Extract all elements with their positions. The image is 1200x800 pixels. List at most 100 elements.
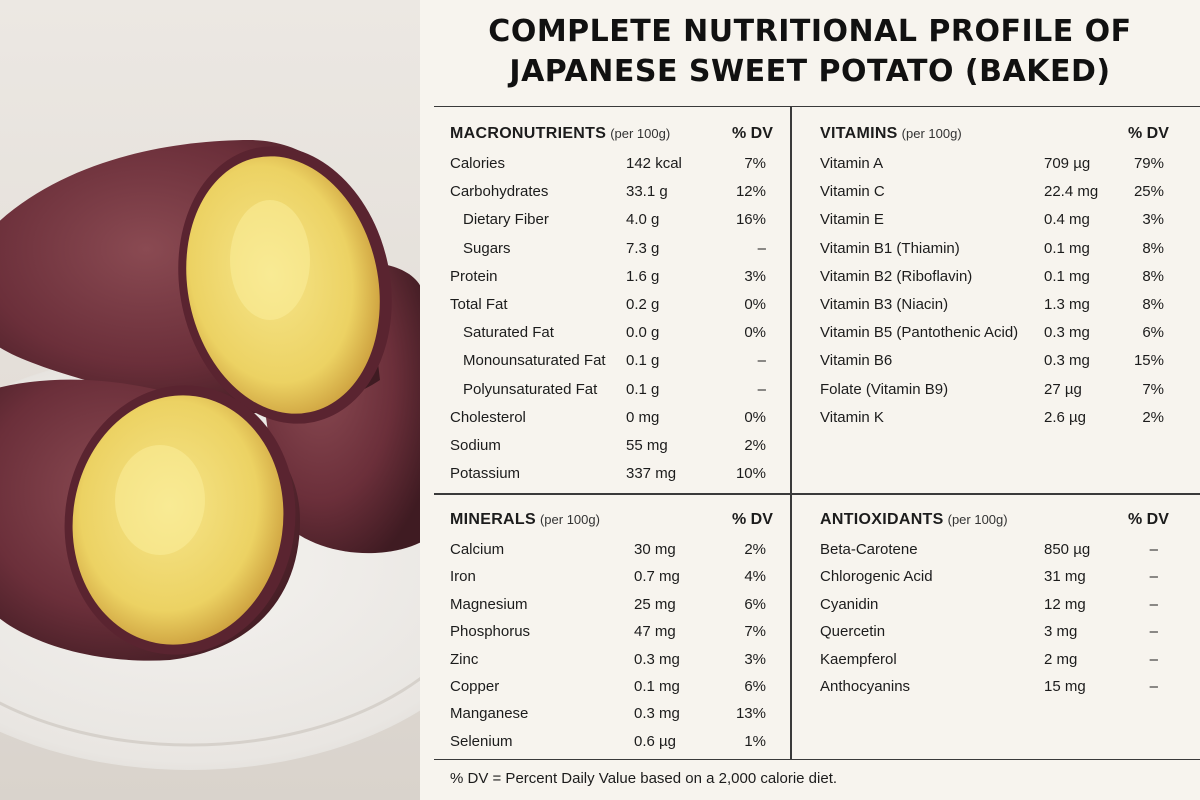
section-header: MACRONUTRIENTS (per 100g) % DV [450, 121, 780, 145]
antioxidants-rows: Beta-Carotene 850 µg – Chlorogenic Acid 31 m… [820, 541, 1190, 705]
nutrient-name: Magnesium [450, 595, 528, 613]
nutrient-amount: 0 mg [626, 408, 660, 426]
table-row: Copper 0.1 mg 6% [450, 678, 780, 705]
nutrient-dv: – [1149, 677, 1158, 695]
nutrient-dv: – [757, 380, 766, 398]
section-unit: (per 100g) [539, 512, 600, 527]
nutrient-dv: 16% [735, 211, 766, 229]
nutrient-name: Carbohydrates [450, 183, 549, 201]
nutrient-amount: 142 kcal [626, 155, 682, 172]
table-row: Vitamin C 22.4 mg 25% [820, 183, 1190, 211]
nutrient-name: Dietary Fiber [463, 211, 549, 229]
section-unit: (per 100g) [947, 512, 1008, 527]
nutrient-amount: 7.3 g [626, 239, 660, 257]
nutrient-amount: 0.2 g [626, 295, 660, 313]
baked-sweet-potato-image [0, 0, 420, 800]
nutrient-name: Protein [450, 267, 498, 285]
nutrient-dv: 8% [1142, 239, 1164, 257]
table-row: Iron 0.7 mg 4% [450, 568, 780, 595]
nutrient-name: Saturated Fat [463, 324, 554, 342]
nutrient-dv: 1% [744, 732, 766, 750]
nutrient-dv: – [1149, 650, 1158, 668]
table-row: Calcium 30 mg 2% [450, 541, 780, 568]
table-row: Vitamin A 709 µg 79% [820, 155, 1190, 183]
nutrient-name: Chlorogenic Acid [820, 568, 933, 586]
table-row: Vitamin B5 (Pantothenic Acid) 0.3 mg 6% [820, 324, 1190, 352]
nutrient-name: Cyanidin [820, 595, 879, 613]
section-unit: (per 100g) [610, 126, 671, 141]
section-header: VITAMINS (per 100g) % DV [820, 121, 1190, 145]
nutrient-dv: 8% [1142, 295, 1164, 313]
table-row: Vitamin B1 (Thiamin) 0.1 mg 8% [820, 240, 1190, 268]
nutrient-dv: 8% [1142, 267, 1164, 285]
nutrient-amount: 0.1 mg [634, 677, 680, 695]
nutrient-name: Vitamin A [820, 155, 884, 172]
table-row: Phosphorus 47 mg 7% [450, 623, 780, 650]
nutrient-amount: 22.4 mg [1044, 183, 1099, 201]
nutrient-dv: 3% [1142, 211, 1164, 229]
table-row: Beta-Carotene 850 µg – [820, 541, 1190, 568]
nutrient-amount: 0.1 mg [1044, 239, 1090, 257]
table-row: Vitamin B2 (Riboflavin) 0.1 mg 8% [820, 268, 1190, 296]
table-row: Protein 1.6 g 3% [450, 268, 780, 296]
nutrient-name: Vitamin B1 (Thiamin) [820, 239, 960, 257]
nutrient-name: Manganese [450, 705, 529, 723]
nutrient-dv: 4% [744, 568, 766, 586]
nutrient-amount: 0.1 mg [1044, 267, 1090, 285]
nutrient-amount: 0.3 mg [634, 705, 680, 723]
nutrient-amount: 0.3 mg [1044, 352, 1090, 370]
nutrient-name: Vitamin B3 (Niacin) [820, 295, 949, 313]
section-title: VITAMINS (per 100g) [820, 125, 962, 142]
nutrient-dv: 2% [744, 436, 766, 454]
nutrient-name: Folate (Vitamin B9) [820, 380, 949, 398]
nutrient-dv: – [1149, 541, 1158, 558]
sweet-potato-photo [0, 0, 420, 800]
nutrient-amount: 47 mg [634, 623, 676, 641]
nutrient-amount: 3 mg [1044, 623, 1078, 641]
table-row: Magnesium 25 mg 6% [450, 596, 780, 623]
table-row: Chlorogenic Acid 31 mg – [820, 568, 1190, 595]
nutrient-name: Copper [450, 677, 500, 695]
nutrient-name: Vitamin B6 [820, 352, 893, 370]
table-row: Vitamin E 0.4 mg 3% [820, 211, 1190, 239]
nutrient-dv: – [1149, 623, 1158, 641]
nutrient-name: Calcium [450, 541, 505, 558]
nutrient-amount: 0.1 g [626, 352, 660, 370]
section-title: MACRONUTRIENTS (per 100g) [450, 125, 671, 142]
table-row: Anthocyanins 15 mg – [820, 678, 1190, 705]
nutrient-dv: 6% [744, 677, 766, 695]
table-row: Polyunsaturated Fat 0.1 g – [450, 381, 780, 409]
nutrient-dv: 0% [744, 408, 766, 426]
nutrient-amount: 31 mg [1044, 568, 1086, 586]
nutrient-dv: – [757, 352, 766, 370]
section-header: MINERALS (per 100g) % DV [450, 507, 780, 531]
nutrient-amount: 27 µg [1044, 380, 1082, 398]
nutrient-name: Sodium [450, 436, 501, 454]
nutrient-dv: 7% [1142, 380, 1164, 398]
table-row: Vitamin B6 0.3 mg 15% [820, 352, 1190, 380]
nutrient-dv: 6% [744, 595, 766, 613]
nutrient-amount: 1.3 mg [1044, 295, 1090, 313]
footnote: % DV = Percent Daily Value based on a 2,… [450, 770, 838, 787]
dv-header: % DV [732, 511, 773, 528]
nutrient-amount: 0.7 mg [634, 568, 680, 586]
nutrient-name: Iron [450, 568, 476, 586]
dv-header: % DV [1128, 125, 1169, 142]
nutrient-dv: 0% [744, 324, 766, 342]
nutrient-dv: – [1149, 568, 1158, 586]
table-row: Sugars 7.3 g – [450, 240, 780, 268]
table-row: Vitamin B3 (Niacin) 1.3 mg 8% [820, 296, 1190, 324]
table-row: Quercetin 3 mg – [820, 623, 1190, 650]
table-row: Selenium 0.6 µg 1% [450, 733, 780, 760]
nutrient-name: Sugars [463, 239, 511, 257]
nutrient-name: Phosphorus [450, 623, 531, 641]
nutrient-amount: 0.0 g [626, 324, 660, 342]
table-row: Calories 142 kcal 7% [450, 155, 780, 183]
section-unit: (per 100g) [901, 126, 962, 141]
nutrient-dv: 2% [1142, 408, 1164, 426]
nutrient-amount: 0.4 mg [1044, 211, 1090, 229]
nutrient-amount: 709 µg [1044, 155, 1091, 172]
column-divider [790, 107, 792, 759]
nutrient-name: Anthocyanins [820, 677, 911, 695]
table-row: Sodium 55 mg 2% [450, 437, 780, 465]
